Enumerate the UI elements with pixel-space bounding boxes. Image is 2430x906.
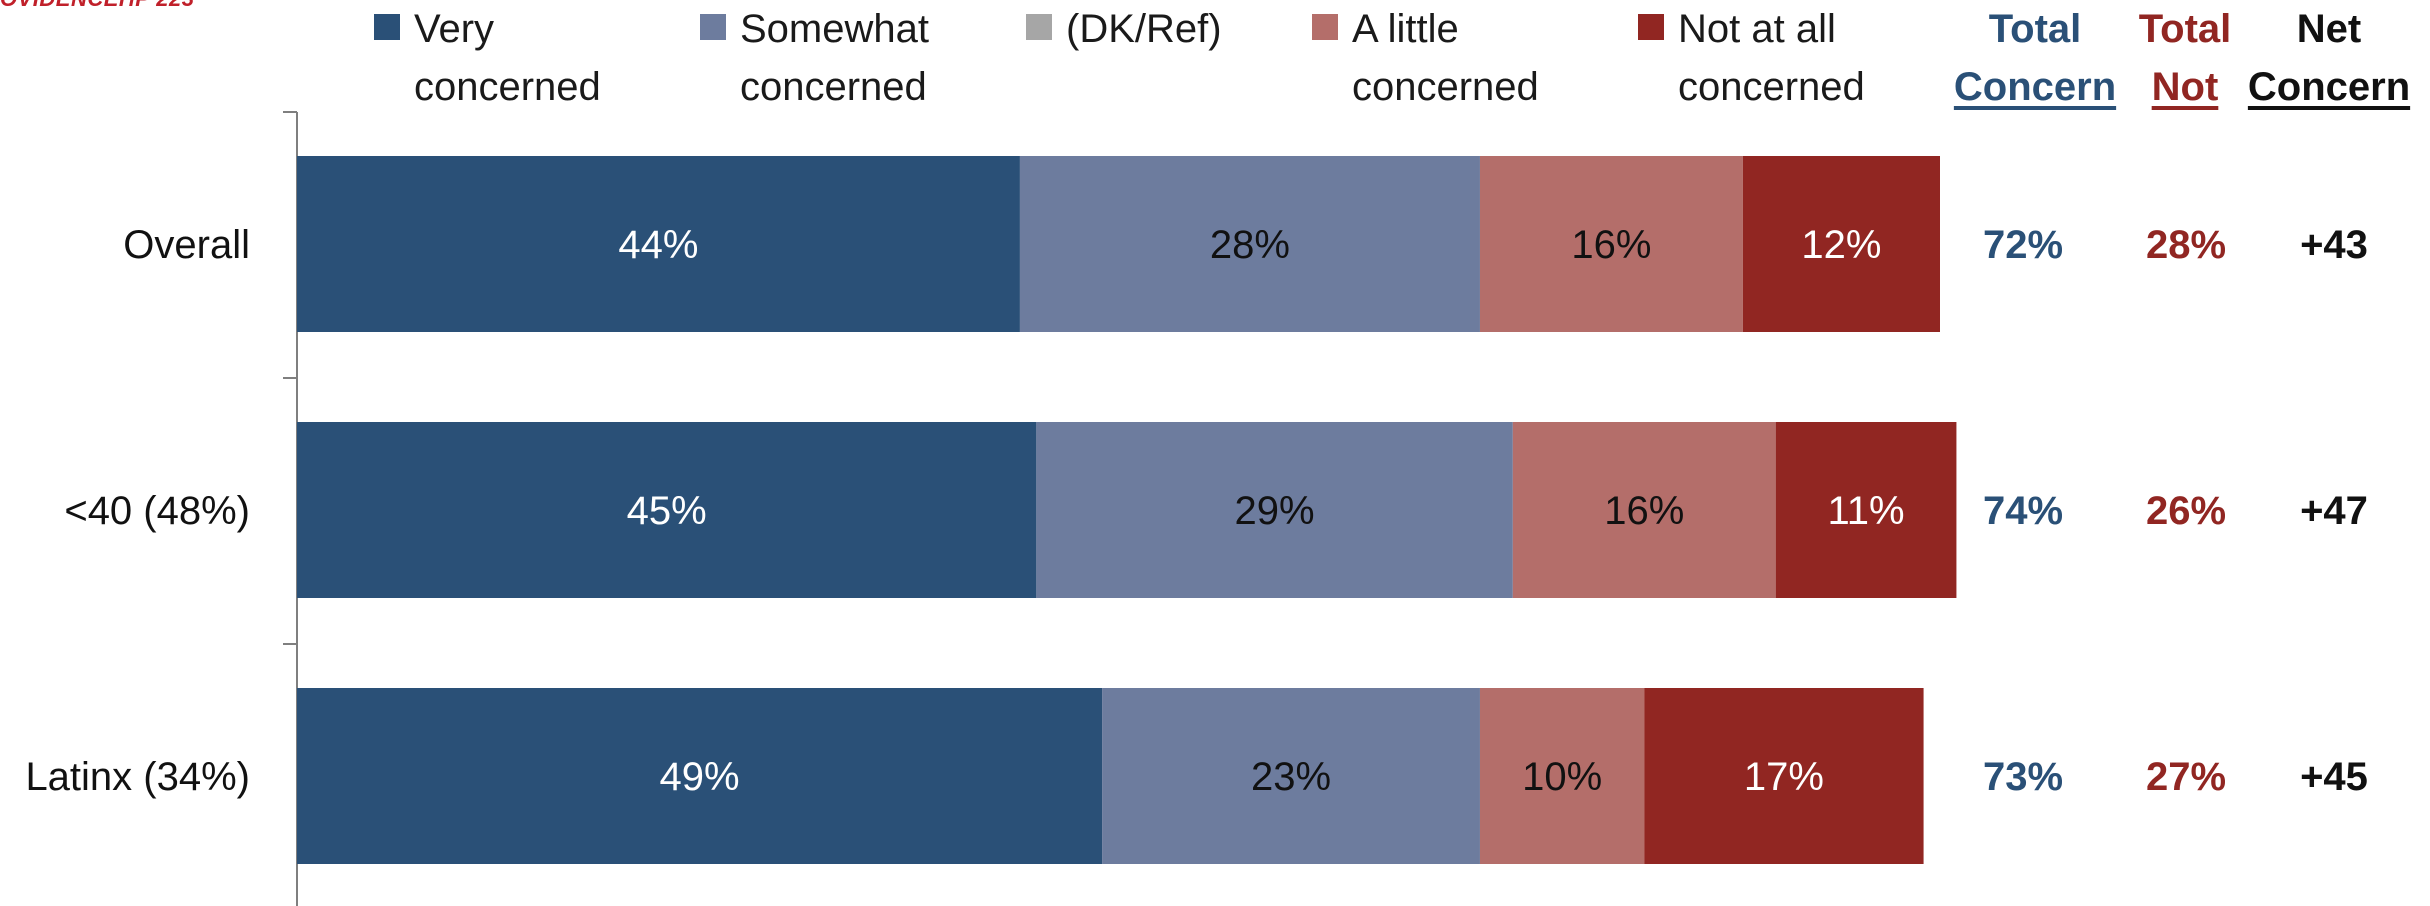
bar-segment-little-1 <box>1512 422 1776 598</box>
header-total-concern-line2: Concern <box>1953 65 2117 109</box>
data-label-notatall-0: 12% <box>1801 223 1881 267</box>
legend-label-notatall: Not at all concerned <box>1678 7 1865 109</box>
category-label-1: <40 (48%) <box>64 489 250 533</box>
header-net-concern-line2: Concern <box>2247 65 2411 109</box>
header-total-concern: Total Concern <box>1950 0 2120 116</box>
header-total-not-line2: Not <box>2151 65 2219 109</box>
bar-segment-very-1 <box>297 422 1037 598</box>
legend-swatch-somewhat <box>700 14 726 40</box>
total-not-value-1: 26% <box>2146 489 2226 533</box>
legend-swatch-very <box>374 14 400 40</box>
legend-swatch-notatall <box>1638 14 1664 40</box>
data-label-somewhat-1: 29% <box>1235 489 1315 533</box>
bar-segment-very-2 <box>297 688 1103 864</box>
total-concern-value-1: 74% <box>1983 489 2063 533</box>
data-label-notatall-2: 17% <box>1744 755 1824 799</box>
bar-segment-little-2 <box>1479 688 1645 864</box>
header-net-concern-line1: Net <box>2296 7 2362 51</box>
bar-segment-notatall-0 <box>1742 156 1940 332</box>
category-label-0: Overall <box>123 223 250 267</box>
header-total-not: Total Not <box>2130 0 2240 116</box>
header-total-not-line1: Total <box>2138 7 2232 51</box>
total-not-value-0: 28% <box>2146 223 2226 267</box>
data-label-very-0: 44% <box>618 223 698 267</box>
legend-label-somewhat: Somewhat concerned <box>740 7 929 109</box>
data-label-very-2: 49% <box>660 755 740 799</box>
bar-segment-somewhat-1 <box>1036 422 1513 598</box>
legend-label-little: A little concerned <box>1352 7 1539 109</box>
corner-note: OVIDENCEHP 223 <box>0 0 194 12</box>
data-label-little-1: 16% <box>1604 489 1684 533</box>
category-label-2: Latinx (34%) <box>25 755 250 799</box>
bar-segment-notatall-2 <box>1644 688 1924 864</box>
bar-segment-little-0 <box>1479 156 1743 332</box>
net-concern-value-2: +45 <box>2300 755 2368 799</box>
bar-segment-somewhat-2 <box>1102 688 1480 864</box>
header-total-concern-line1: Total <box>1988 7 2082 51</box>
data-label-little-0: 16% <box>1571 223 1651 267</box>
total-not-value-2: 27% <box>2146 755 2226 799</box>
bar-segment-somewhat-0 <box>1019 156 1480 332</box>
bar-segment-very-0 <box>297 156 1020 332</box>
net-concern-value-1: +47 <box>2300 489 2368 533</box>
legend-label-dkref: (DK/Ref) <box>1066 7 1222 51</box>
data-label-little-2: 10% <box>1522 755 1602 799</box>
net-concern-value-0: +43 <box>2300 223 2368 267</box>
legend-swatch-dkref <box>1026 14 1052 40</box>
header-net-concern: Net Concern <box>2244 0 2414 116</box>
total-concern-value-0: 72% <box>1983 223 2063 267</box>
legend-label-very: Very concerned <box>414 7 601 109</box>
total-concern-value-2: 73% <box>1983 755 2063 799</box>
data-label-very-1: 45% <box>627 489 707 533</box>
data-label-somewhat-2: 23% <box>1251 755 1331 799</box>
data-label-notatall-1: 11% <box>1828 489 1905 533</box>
data-label-somewhat-0: 28% <box>1210 223 1290 267</box>
bar-segment-notatall-1 <box>1775 422 1957 598</box>
legend-swatch-little <box>1312 14 1338 40</box>
